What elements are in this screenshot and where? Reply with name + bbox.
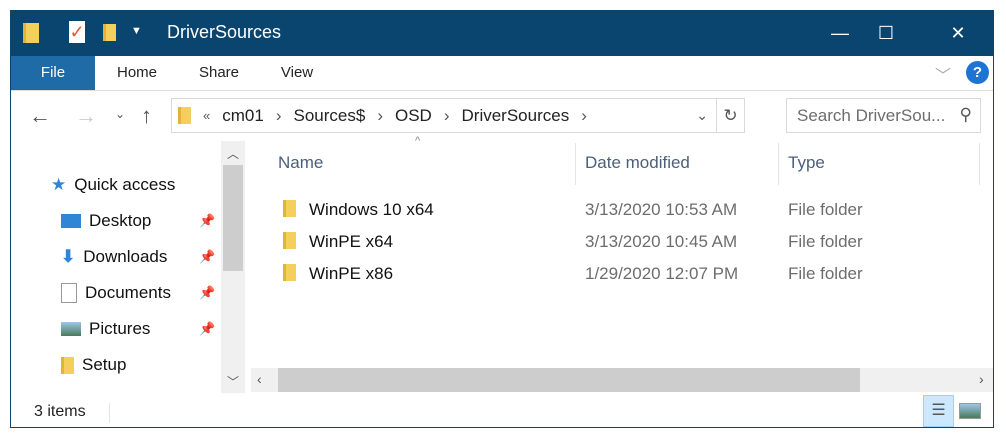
pin-icon[interactable]: 📌 — [199, 285, 216, 300]
help-icon[interactable]: ? — [966, 61, 989, 84]
search-icon[interactable]: ⚲ — [959, 105, 972, 124]
scroll-thumb[interactable] — [278, 368, 860, 392]
recent-locations-icon[interactable]: ⌄ — [115, 107, 126, 121]
file-date: 1/29/2020 12:07 PM — [585, 264, 739, 283]
documents-icon — [61, 283, 77, 303]
sort-ascending-icon: ^ — [415, 135, 421, 147]
file-type: File folder — [788, 232, 863, 251]
ribbon: File Home Share View ﹀ ? — [11, 56, 993, 91]
download-icon: ⬇ — [61, 247, 76, 266]
scroll-left-icon[interactable]: ‹ — [257, 371, 262, 387]
folder-icon — [61, 356, 74, 374]
nav-item-pictures[interactable]: Pictures — [61, 319, 150, 339]
search-placeholder: Search DriverSou... — [797, 106, 946, 125]
nav-label: Downloads — [83, 247, 168, 266]
nav-item-downloads[interactable]: ⬇ Downloads — [61, 247, 167, 267]
file-name[interactable]: Windows 10 x64 — [309, 200, 434, 219]
up-button[interactable]: ↑ — [141, 103, 152, 128]
nav-vertical-scrollbar[interactable]: ︿ ﹀ — [221, 141, 245, 393]
breadcrumb-osd[interactable]: OSD — [394, 105, 432, 125]
details-view-button[interactable]: ☰ — [923, 395, 954, 427]
folder-icon — [283, 232, 296, 249]
nav-label: Pictures — [89, 319, 151, 338]
scroll-down-icon[interactable]: ﹀ — [227, 375, 240, 389]
file-date: 3/13/2020 10:45 AM — [585, 232, 738, 251]
file-name[interactable]: WinPE x64 — [309, 232, 394, 251]
column-header-name[interactable]: Name — [278, 153, 324, 172]
customize-toolbar-icon[interactable]: ▼ — [131, 25, 142, 37]
scroll-up-icon[interactable]: ︿ — [227, 147, 240, 161]
forward-button[interactable]: → — [75, 103, 97, 128]
window-title: DriverSources — [167, 22, 282, 42]
file-type: File folder — [788, 264, 863, 283]
maximize-button[interactable]: ☐ — [877, 23, 895, 43]
file-type: File folder — [788, 200, 863, 219]
pin-icon[interactable]: 📌 — [199, 249, 216, 264]
navigation-pane: ★ Quick access Desktop ⬇ Downloads Documen… — [11, 141, 221, 393]
title-bar: ✓ ▼ DriverSources — ☐ ✕ — [11, 11, 993, 56]
tab-home[interactable]: Home — [116, 64, 157, 81]
pin-icon[interactable]: 📌 — [199, 321, 216, 336]
expand-ribbon-icon[interactable]: ﹀ — [935, 68, 952, 85]
tab-share[interactable]: Share — [198, 64, 240, 81]
address-bar[interactable]: « cm01 › Sources$ › OSD › DriverSources › ⌄ … — [171, 98, 745, 133]
tab-view[interactable]: View — [280, 64, 314, 81]
new-folder-icon[interactable] — [103, 24, 116, 41]
nav-item-setup[interactable]: Setup — [61, 355, 126, 375]
star-icon: ★ — [51, 175, 67, 194]
breadcrumb-driversources[interactable]: DriverSources — [461, 105, 570, 125]
column-header-date[interactable]: Date modified — [585, 153, 690, 172]
scroll-thumb[interactable] — [223, 165, 243, 271]
search-input[interactable]: Search DriverSou... ⚲ — [786, 98, 981, 133]
refresh-button[interactable]: ↻ — [716, 99, 744, 132]
folder-icon — [178, 107, 191, 124]
status-bar: 3 items ☰ — [11, 395, 993, 429]
nav-label: Quick access — [74, 175, 176, 194]
nav-item-quick-access[interactable]: ★ Quick access — [51, 175, 175, 195]
column-header-type[interactable]: Type — [788, 153, 825, 172]
nav-item-desktop[interactable]: Desktop — [61, 211, 151, 231]
breadcrumb-overflow[interactable]: « — [203, 108, 211, 123]
folder-icon — [283, 200, 296, 217]
file-date: 3/13/2020 10:53 AM — [585, 200, 738, 219]
nav-label: Setup — [82, 355, 127, 374]
back-button[interactable]: ← — [29, 103, 51, 128]
breadcrumb-sources[interactable]: Sources$ — [293, 105, 366, 125]
scroll-right-icon[interactable]: › — [979, 371, 984, 387]
pictures-icon — [61, 322, 81, 336]
item-count: 3 items — [34, 403, 86, 420]
close-button[interactable]: ✕ — [950, 23, 966, 43]
address-dropdown-icon[interactable]: ⌄ — [696, 107, 708, 123]
folder-icon — [23, 23, 39, 43]
file-name[interactable]: WinPE x86 — [309, 264, 394, 283]
breadcrumb-cm01[interactable]: cm01 — [222, 105, 264, 125]
pin-icon[interactable]: 📌 — [199, 213, 216, 228]
tab-file[interactable]: File — [11, 56, 95, 90]
nav-item-documents[interactable]: Documents — [61, 283, 171, 303]
nav-label: Desktop — [89, 211, 152, 230]
folder-icon — [283, 264, 296, 281]
desktop-icon — [61, 214, 81, 228]
horizontal-scrollbar[interactable]: ‹ › — [251, 368, 993, 392]
nav-label: Documents — [85, 283, 171, 302]
properties-icon[interactable]: ✓ — [69, 21, 85, 43]
large-icons-view-button[interactable] — [959, 403, 981, 419]
explorer-window: ✓ ▼ DriverSources — ☐ ✕ File Home Share … — [10, 10, 994, 428]
minimize-button[interactable]: — — [831, 23, 849, 43]
